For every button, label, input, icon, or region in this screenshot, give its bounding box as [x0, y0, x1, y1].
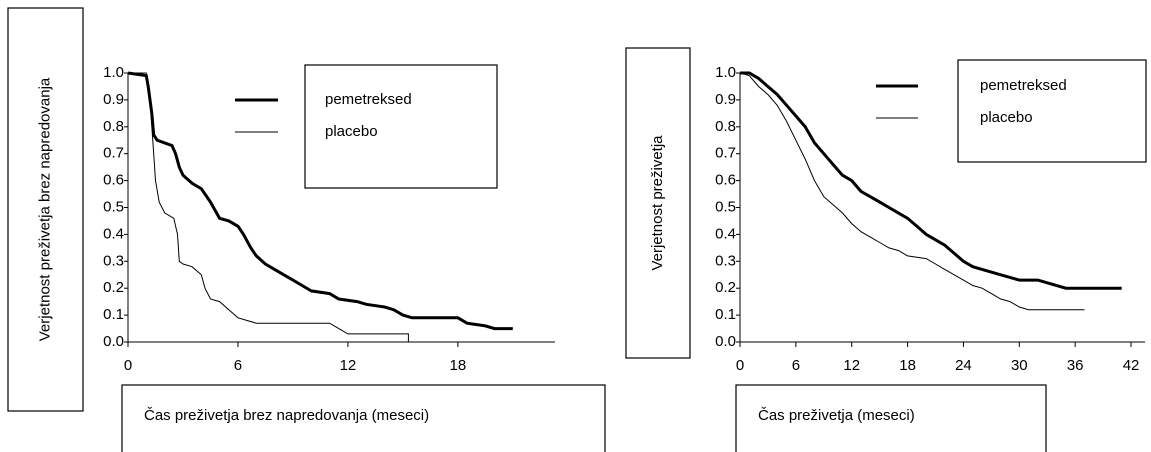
legend-box: [304, 64, 498, 189]
y-tick-label: 1.0: [715, 64, 736, 81]
y-tick-label: 0.7: [715, 145, 736, 162]
y-tick-label: 0.2: [103, 279, 124, 296]
x-axis-label: Čas preživetja brez napredovanja (meseci…: [144, 407, 429, 424]
x-tick-label: 6: [234, 357, 242, 374]
y-tick-label: 0.6: [103, 172, 124, 189]
x-label-box: [735, 384, 1047, 452]
x-tick-label: 42: [1123, 357, 1140, 374]
y-tick-label: 0.8: [715, 118, 736, 135]
legend-box: [957, 59, 1147, 163]
y-tick-label: 0.4: [715, 225, 736, 242]
y-tick-label: 0.2: [715, 279, 736, 296]
x-tick-label: 0: [736, 357, 744, 374]
y-tick-label: 0.4: [103, 225, 124, 242]
y-label-box: [625, 47, 691, 359]
x-tick-label: 6: [792, 357, 800, 374]
y-tick-label: 0.0: [715, 333, 736, 350]
chart: Verjetnost preživetja brez napredovanja Č…: [7, 7, 606, 452]
y-tick-label: 0.3: [715, 252, 736, 269]
y-tick-label: 0.0: [103, 333, 124, 350]
y-tick-label: 0.5: [715, 198, 736, 215]
x-tick-label: 12: [843, 357, 860, 374]
y-tick-label: 0.6: [715, 172, 736, 189]
y-tick-label: 0.9: [715, 91, 736, 108]
y-axis-label: Verjetnost preživetja: [649, 135, 666, 271]
legend-label: placebo: [980, 109, 1033, 126]
x-tick-label: 18: [450, 357, 467, 374]
x-tick-label: 12: [340, 357, 357, 374]
legend-label: pemetreksed: [325, 91, 412, 108]
survival-curve: [739, 72, 1085, 311]
y-tick-label: 0.7: [103, 145, 124, 162]
legend-label: pemetreksed: [980, 77, 1067, 94]
y-label-box: [7, 7, 84, 412]
y-tick-label: 0.9: [103, 91, 124, 108]
survival-curve: [740, 71, 1122, 290]
survival-curve: [128, 72, 409, 342]
x-label-box: [121, 384, 606, 452]
y-tick-label: 0.3: [103, 252, 124, 269]
y-tick-label: 1.0: [103, 64, 124, 81]
x-tick-label: 36: [1067, 357, 1084, 374]
chart: Verjetnost preživetja Čas preživetja (mes…: [625, 47, 1147, 452]
legend-label: placebo: [325, 123, 378, 140]
x-tick-label: 0: [124, 357, 132, 374]
x-tick-label: 24: [955, 357, 972, 374]
survival-curve: [127, 71, 513, 331]
x-tick-label: 30: [1011, 357, 1028, 374]
y-tick-label: 0.5: [103, 198, 124, 215]
x-tick-label: 18: [899, 357, 916, 374]
x-axis-label: Čas preživetja (meseci): [758, 407, 915, 424]
y-axis-label: Verjetnost preživetja brez napredovanja: [36, 77, 53, 341]
y-tick-label: 0.8: [103, 118, 124, 135]
y-tick-label: 0.1: [103, 306, 124, 323]
y-tick-label: 0.1: [715, 306, 736, 323]
